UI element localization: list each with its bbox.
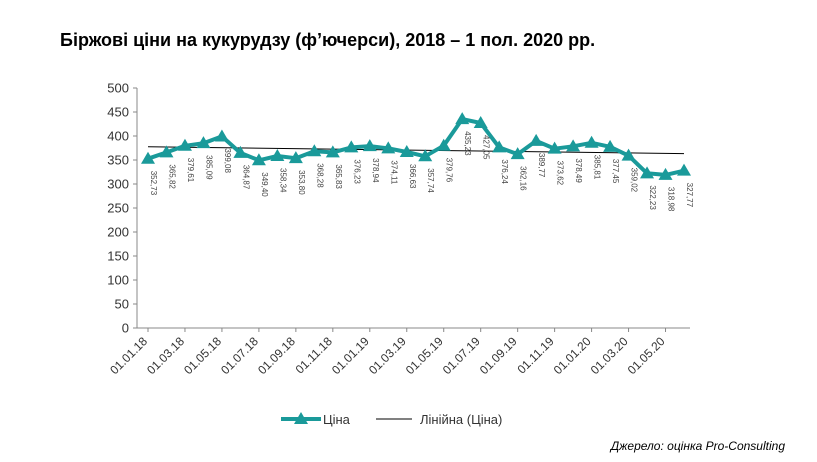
data-point bbox=[510, 147, 525, 160]
y-tick-label: 50 bbox=[115, 297, 129, 312]
data-point bbox=[658, 167, 673, 180]
data-point bbox=[177, 138, 192, 151]
x-tick-label: 01.07.19 bbox=[440, 334, 483, 377]
chart-title: Біржові ціни на кукурудзу (ф’ючерси), 20… bbox=[60, 30, 596, 50]
source-note: Джерело: оцінка Pro-Consulting bbox=[610, 439, 785, 453]
data-label: 349,40 bbox=[260, 172, 269, 197]
data-point bbox=[455, 112, 470, 125]
data-label: 366,63 bbox=[408, 164, 417, 189]
data-label: 385,81 bbox=[593, 155, 602, 180]
data-label: 378,94 bbox=[371, 158, 380, 183]
data-point bbox=[196, 136, 211, 149]
data-label: 368,28 bbox=[315, 163, 324, 188]
data-label: 353,80 bbox=[297, 170, 306, 195]
data-point bbox=[381, 141, 396, 154]
x-tick-label: 01.09.18 bbox=[255, 334, 298, 377]
data-point bbox=[214, 129, 229, 142]
data-point bbox=[566, 139, 581, 152]
legend-marker-price bbox=[294, 412, 308, 424]
data-point bbox=[159, 145, 174, 158]
data-point bbox=[288, 151, 303, 164]
x-tick-label: 01.11.18 bbox=[293, 334, 336, 377]
data-point bbox=[141, 151, 155, 164]
x-tick-label: 01.11.19 bbox=[514, 334, 557, 377]
data-point bbox=[307, 144, 322, 157]
data-point bbox=[362, 139, 377, 152]
y-tick-label: 350 bbox=[107, 153, 129, 168]
data-label: 318,98 bbox=[667, 187, 676, 212]
data-point bbox=[399, 145, 414, 158]
y-tick-label: 100 bbox=[107, 273, 129, 288]
data-point bbox=[344, 140, 359, 153]
data-label: 365,82 bbox=[167, 164, 176, 189]
data-label: 399,08 bbox=[223, 148, 232, 173]
data-label: 379,76 bbox=[445, 158, 454, 183]
data-label: 352,73 bbox=[149, 171, 158, 196]
y-tick-label: 500 bbox=[107, 81, 129, 96]
x-tick-label: 01.07.18 bbox=[218, 334, 261, 377]
data-point bbox=[270, 148, 285, 161]
data-label: 358,34 bbox=[278, 168, 287, 193]
data-label: 379,61 bbox=[186, 158, 195, 183]
x-tick-label: 01.03.20 bbox=[588, 334, 631, 377]
data-label: 435,23 bbox=[463, 131, 472, 156]
x-tick-label: 01.05.20 bbox=[625, 334, 668, 377]
data-label: 376,23 bbox=[352, 159, 361, 184]
data-label: 359,02 bbox=[630, 168, 639, 193]
y-tick-label: 300 bbox=[107, 177, 129, 192]
data-point bbox=[418, 149, 433, 162]
legend-label-trend: Лінійна (Ціна) bbox=[420, 412, 502, 427]
data-label: 362,16 bbox=[519, 166, 528, 191]
x-tick-label: 01.03.18 bbox=[144, 334, 187, 377]
data-label: 365,83 bbox=[334, 164, 343, 189]
data-label: 385,09 bbox=[204, 155, 213, 180]
data-label: 389,77 bbox=[537, 153, 546, 178]
data-label: 322,23 bbox=[648, 185, 657, 210]
data-point bbox=[251, 153, 266, 166]
legend-label-price: Ціна bbox=[323, 412, 351, 427]
data-point bbox=[529, 133, 544, 146]
data-label: 374,11 bbox=[389, 160, 398, 184]
data-label: 376,24 bbox=[500, 159, 509, 184]
legend: Ціна Лінійна (Ціна) bbox=[281, 412, 502, 427]
data-label: 364,87 bbox=[241, 165, 250, 190]
data-point bbox=[325, 145, 340, 158]
data-point bbox=[584, 135, 599, 148]
y-tick-label: 250 bbox=[107, 201, 129, 216]
data-label: 357,74 bbox=[426, 168, 435, 193]
y-tick-label: 450 bbox=[107, 105, 129, 120]
data-point bbox=[677, 163, 691, 176]
data-labels: 352,73 365,82 379,61 385,09 399,08 364,87 349,… bbox=[149, 131, 694, 212]
y-tick-label: 400 bbox=[107, 129, 129, 144]
data-point bbox=[621, 148, 636, 161]
y-tick-label: 0 bbox=[122, 321, 129, 336]
y-tick-label: 200 bbox=[107, 225, 129, 240]
data-point bbox=[473, 116, 488, 129]
data-point bbox=[233, 145, 248, 158]
data-label: 377,45 bbox=[611, 159, 620, 184]
x-tick-label: 01.01.18 bbox=[107, 334, 150, 377]
price-series bbox=[141, 112, 691, 180]
data-label: 327,77 bbox=[685, 183, 694, 208]
data-label: 427,05 bbox=[482, 135, 491, 160]
x-tick-label: 01.09.19 bbox=[477, 334, 520, 377]
x-tick-label: 01.05.19 bbox=[403, 334, 446, 377]
x-tick-label: 01.05.18 bbox=[181, 334, 224, 377]
data-point bbox=[547, 141, 562, 154]
x-tick-label: 01.01.19 bbox=[329, 334, 372, 377]
data-point bbox=[640, 166, 655, 179]
data-label: 373,62 bbox=[556, 161, 565, 186]
data-point bbox=[436, 138, 451, 151]
x-axis: 01.01.1801.03.1801.05.1801.07.1801.09.18… bbox=[107, 327, 690, 377]
x-tick-label: 01.01.20 bbox=[551, 334, 594, 377]
data-label: 378,49 bbox=[574, 158, 583, 183]
y-axis: 0 50 100 150 200 250 300 350 400 450 500 bbox=[107, 81, 138, 336]
data-point bbox=[492, 140, 507, 153]
y-tick-label: 150 bbox=[107, 249, 129, 264]
data-point bbox=[603, 139, 618, 152]
x-tick-label: 01.03.19 bbox=[366, 334, 409, 377]
